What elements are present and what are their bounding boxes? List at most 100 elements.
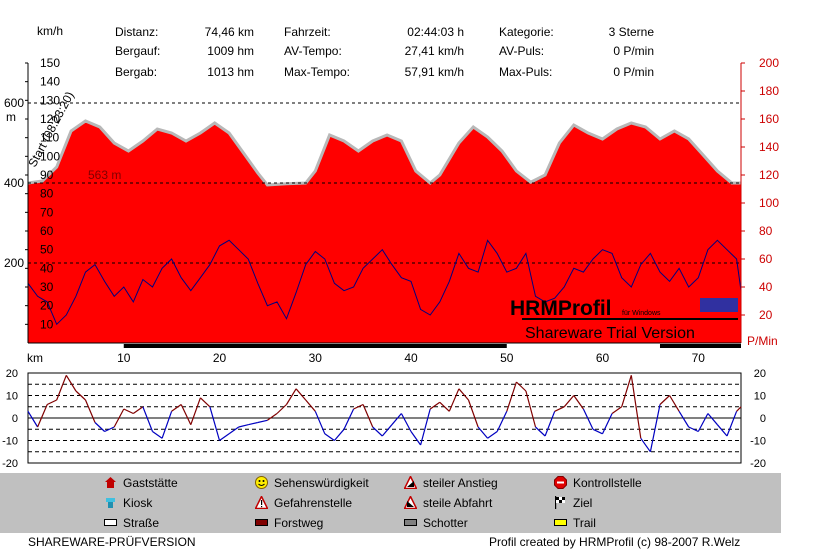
gradient-tick-label: -20 [2, 458, 18, 470]
tick-labels: 200 400 600 10 20 30 40 50 60 70 80 90 100 110 120 130 1… [4, 56, 779, 365]
pulse-tick-label: 60 [759, 252, 773, 266]
climb-icon [403, 474, 418, 490]
legend-item-gravel: Schotter [404, 516, 468, 530]
gradient-line-group [27, 374, 742, 453]
legend-item-steep-climb: steiler Anstieg [403, 474, 498, 490]
gradient-segment [496, 411, 508, 432]
pulse-tick-label: 180 [759, 84, 779, 98]
stat-value-avg-speed: 27,41 km/h [404, 44, 464, 58]
road-icon [104, 516, 117, 529]
gradient-segment [601, 413, 613, 435]
gradient-segment [688, 426, 699, 433]
gradient-segment [372, 426, 383, 437]
speed-tick-label: 20 [40, 299, 54, 313]
gradient-segment [123, 408, 134, 415]
gradient-tick-label: -10 [750, 436, 766, 448]
gradient-segment [228, 426, 240, 435]
gradient-segment [65, 374, 77, 392]
speed-tick-label: 120 [40, 112, 60, 126]
legend-item-checkpoint: Kontrollstelle [554, 476, 642, 490]
watermark-trial: Shareware Trial Version [525, 325, 695, 342]
gradient-segment [84, 399, 96, 423]
speed-tick-label: 90 [40, 168, 54, 182]
gravel-icon [404, 516, 417, 529]
elevation-area [28, 121, 741, 343]
speed-line-group [27, 239, 742, 326]
gradient-segment [362, 404, 374, 428]
house-icon [104, 476, 117, 489]
gradient-segment [391, 413, 402, 426]
descent-icon [403, 494, 418, 510]
stat-label-distance: Distanz: [115, 25, 159, 39]
legend-label: Kontrollstelle [573, 476, 642, 490]
stop-icon [554, 476, 567, 489]
gradient-segment [37, 404, 48, 428]
flag-icon [554, 496, 567, 509]
speed-tick-label: 150 [40, 56, 60, 70]
gradient-segment [716, 424, 728, 437]
gradient-segment [267, 413, 278, 421]
watermark: HRMProfil für Windows Shareware Trial Ve… [510, 297, 738, 342]
gradient-segment [659, 395, 671, 405]
gradient-segment [544, 411, 556, 437]
distance-tick-label: 50 [500, 351, 514, 365]
gradient-segment [525, 390, 537, 428]
gradient-chart: -20 -20 -10 -10 0 0 10 10 20 20 [2, 368, 766, 470]
gradient-segment [649, 404, 661, 452]
gradient-segment [439, 401, 450, 412]
legend-item-kiosk: Kiosk [104, 496, 152, 510]
pulse-tick-label: 40 [759, 280, 773, 294]
gradient-segment [640, 437, 651, 453]
speed-tick-label: 130 [40, 93, 60, 107]
gradient-segment [515, 381, 527, 392]
distance-tick-label: 70 [692, 351, 706, 365]
forestroad-icon [255, 516, 268, 529]
gradient-segment [697, 413, 709, 432]
speed-tick-label: 140 [40, 75, 60, 89]
gradient-segment [94, 422, 106, 432]
legend-label: Schotter [423, 516, 468, 530]
legend-label: Trail [573, 516, 596, 530]
pulse-tick-label: 20 [759, 308, 773, 322]
gradient-segment [324, 433, 335, 441]
distance-tick-label: 60 [596, 351, 610, 365]
legend-label: Gefahrenstelle [274, 496, 353, 510]
speed-tick-label: 60 [40, 224, 54, 238]
stat-value-time: 02:44:03 h [407, 25, 464, 39]
distance-axis-unit: km [27, 351, 43, 365]
gradient-segment [467, 399, 479, 428]
elevation-area-group [27, 119, 741, 343]
pulse-tick-label: 100 [759, 196, 779, 210]
legend-label: Gaststätte [123, 476, 178, 490]
stat-label-avg-speed: AV-Tempo: [284, 44, 342, 58]
legend-label: Sehenswürdigkeit [274, 476, 369, 490]
smiley-icon [255, 476, 268, 489]
gradient-segment [113, 408, 125, 428]
speed-axis-unit: km/h [37, 24, 63, 38]
speed-tick-label: 50 [40, 243, 54, 257]
gradient-tick-labels: -20 -20 -10 -10 0 0 10 10 20 20 [2, 368, 766, 470]
legend-label: Forstweg [274, 516, 324, 530]
gradient-segment [535, 426, 546, 437]
gradient-tick-label: 20 [6, 368, 18, 380]
gradient-segment [563, 395, 575, 408]
speed-tick-label: 30 [40, 280, 54, 294]
stat-label-time: Fahrzeit: [284, 25, 331, 39]
gradient-segment [248, 421, 258, 426]
gradient-segment [171, 404, 182, 412]
speed-tick-label: 110 [40, 131, 59, 145]
gradient-segment [219, 433, 230, 441]
speed-line [27, 239, 742, 326]
gradient-tick-label: 20 [754, 368, 766, 380]
elevation-tick-label: 200 [4, 256, 24, 270]
pulse-tick-label: 80 [759, 224, 773, 238]
speed-tick-label: 70 [40, 205, 54, 219]
pulse-axis-unit: P/Min [747, 334, 778, 348]
stat-label-climb: Bergauf: [115, 44, 161, 58]
gradient-segment [314, 411, 326, 435]
gradient-segment [305, 399, 316, 412]
gradient-segment [353, 403, 364, 410]
gradient-segment [573, 395, 584, 410]
stat-value-max-speed: 57,91 km/h [404, 65, 464, 79]
gradient-segment [429, 401, 441, 410]
